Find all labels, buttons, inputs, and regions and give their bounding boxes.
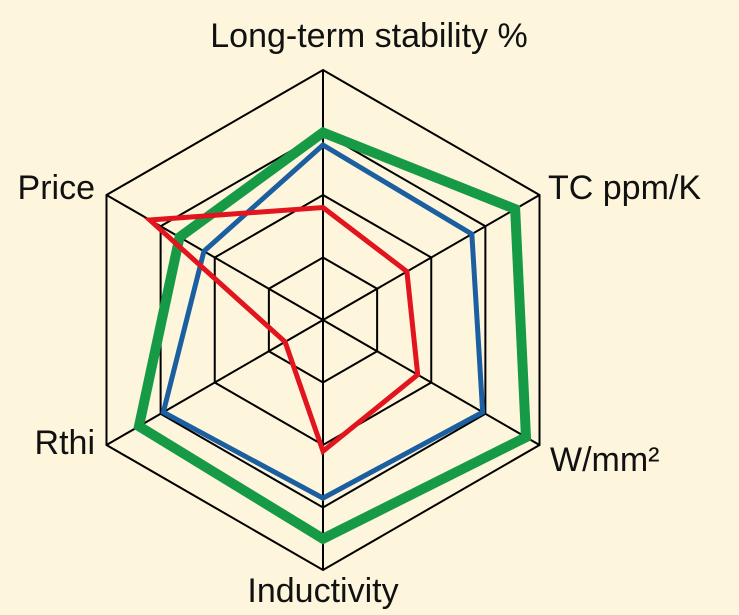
- spoke: [322, 319, 541, 446]
- series-polygon: [143, 204, 421, 456]
- axis-label: Rthi: [35, 424, 95, 462]
- axis-label: Inductivity: [247, 572, 398, 610]
- spoke: [322, 194, 541, 321]
- axis-label: TC ppm/K: [548, 169, 701, 207]
- series-polygon: [160, 141, 486, 501]
- axis-label: W/mm²: [550, 441, 660, 479]
- axis-label: Long-term stability %: [210, 17, 527, 55]
- series-polygon: [133, 126, 532, 545]
- axis-label: Price: [18, 169, 95, 207]
- spoke: [105, 194, 324, 321]
